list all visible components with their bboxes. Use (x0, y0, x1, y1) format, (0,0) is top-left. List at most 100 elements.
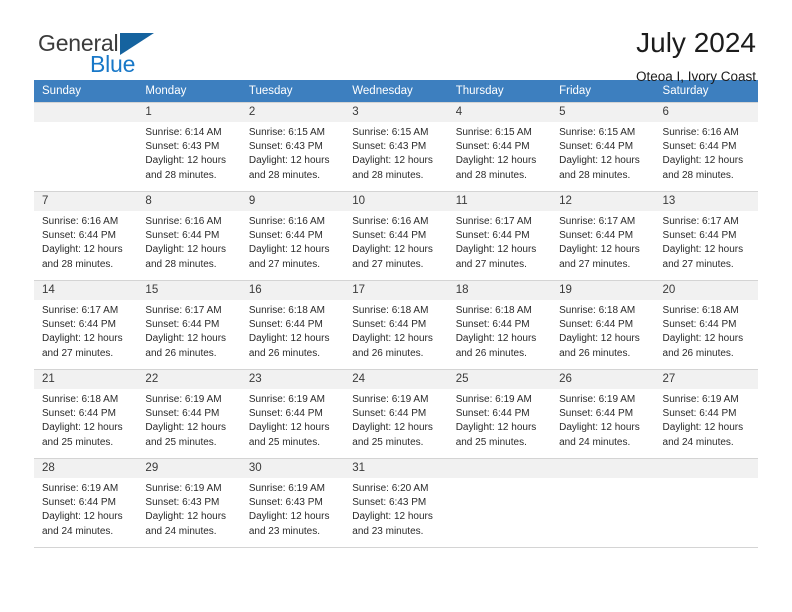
calendar-day-cell[interactable]: 24 Sunrise: 6:19 AM Sunset: 6:44 PM Dayligh… (344, 369, 448, 459)
day-details: Sunrise: 6:16 AM Sunset: 6:44 PM Daylight:… (34, 211, 137, 272)
calendar-day-cell[interactable]: 30 Sunrise: 6:19 AM Sunset: 6:43 PM Dayligh… (240, 458, 345, 548)
day-details: Sunrise: 6:19 AM Sunset: 6:43 PM Daylight:… (241, 478, 344, 539)
page-header: General Blue July 2024 Oteoa I, Ivory Co… (34, 0, 758, 85)
day-daylight2-text: and 26 minutes. (248, 347, 321, 359)
day-sunset-text: Sunset: 6:44 PM (248, 230, 323, 242)
day-daylight2-text: and 26 minutes. (352, 347, 424, 359)
day-number: 3 (344, 103, 448, 122)
day-number (447, 459, 552, 478)
calendar-day-cell[interactable]: 20 Sunrise: 6:18 AM Sunset: 6:44 PM Dayligh… (654, 280, 758, 370)
day-daylight2-text: and 24 minutes. (662, 436, 734, 448)
day-daylight2-text: and 28 minutes. (248, 169, 321, 181)
day-daylight1-text: Daylight: 12 hours (248, 155, 330, 167)
day-sunrise-text: Sunrise: 6:19 AM (559, 394, 636, 405)
calendar-day-cell[interactable]: 31 Sunrise: 6:20 AM Sunset: 6:43 PM Dayligh… (344, 458, 448, 548)
day-daylight1-text: Daylight: 12 hours (559, 155, 640, 167)
day-details: Sunrise: 6:20 AM Sunset: 6:43 PM Daylight:… (344, 478, 447, 539)
day-details: Sunrise: 6:17 AM Sunset: 6:44 PM Daylight:… (655, 211, 758, 272)
calendar-day-cell[interactable]: 12 Sunrise: 6:17 AM Sunset: 6:44 PM Dayligh… (551, 191, 655, 281)
day-details: Sunrise: 6:18 AM Sunset: 6:44 PM Daylight:… (344, 300, 447, 361)
day-daylight1-text: Daylight: 12 hours (662, 422, 744, 434)
calendar-day-cell[interactable]: 4 Sunrise: 6:15 AM Sunset: 6:44 PM Daylight… (447, 102, 552, 192)
day-daylight2-text: and 26 minutes. (559, 347, 631, 359)
day-details: Sunrise: 6:14 AM Sunset: 6:43 PM Daylight:… (137, 122, 240, 183)
day-daylight2-text: and 27 minutes. (248, 258, 321, 270)
calendar-day-cell[interactable]: 1 Sunrise: 6:14 AM Sunset: 6:43 PM Daylight… (137, 102, 241, 192)
calendar-body: 1 Sunrise: 6:14 AM Sunset: 6:43 PM Daylight… (34, 102, 758, 548)
day-daylight2-text: and 23 minutes. (352, 525, 424, 537)
day-daylight1-text: Daylight: 12 hours (559, 333, 640, 345)
calendar-day-cell[interactable]: 8 Sunrise: 6:16 AM Sunset: 6:44 PM Daylight… (137, 191, 241, 281)
calendar-day-cell[interactable]: 18 Sunrise: 6:18 AM Sunset: 6:44 PM Dayligh… (447, 280, 552, 370)
day-sunset-text: Sunset: 6:44 PM (42, 319, 116, 331)
day-details: Sunrise: 6:15 AM Sunset: 6:43 PM Daylight:… (241, 122, 344, 183)
day-sunrise-text: Sunrise: 6:17 AM (145, 305, 222, 316)
calendar-day-cell[interactable]: 27 Sunrise: 6:19 AM Sunset: 6:44 PM Dayligh… (654, 369, 758, 459)
day-details: Sunrise: 6:19 AM Sunset: 6:43 PM Daylight:… (137, 478, 240, 539)
calendar-day-cell[interactable]: 26 Sunrise: 6:19 AM Sunset: 6:44 PM Dayligh… (551, 369, 655, 459)
day-number: 14 (34, 281, 138, 300)
day-number: 11 (447, 192, 552, 211)
day-sunset-text: Sunset: 6:44 PM (662, 141, 737, 153)
calendar-day-cell[interactable]: 9 Sunrise: 6:16 AM Sunset: 6:44 PM Daylight… (240, 191, 345, 281)
day-number: 16 (240, 281, 345, 300)
day-details: Sunrise: 6:19 AM Sunset: 6:44 PM Daylight:… (137, 389, 240, 450)
calendar-day-cell[interactable]: 11 Sunrise: 6:17 AM Sunset: 6:44 PM Dayligh… (447, 191, 552, 281)
day-daylight2-text: and 28 minutes. (662, 169, 734, 181)
calendar-week-row: 14 Sunrise: 6:17 AM Sunset: 6:44 PM Dayligh… (34, 280, 758, 370)
calendar-day-cell[interactable]: 28 Sunrise: 6:19 AM Sunset: 6:44 PM Dayligh… (34, 458, 138, 548)
day-daylight1-text: Daylight: 12 hours (42, 333, 123, 345)
calendar-day-cell[interactable]: 5 Sunrise: 6:15 AM Sunset: 6:44 PM Daylight… (551, 102, 655, 192)
day-daylight1-text: Daylight: 12 hours (352, 422, 433, 434)
day-daylight2-text: and 25 minutes. (42, 436, 114, 448)
day-daylight1-text: Daylight: 12 hours (248, 422, 330, 434)
calendar-day-cell[interactable]: 19 Sunrise: 6:18 AM Sunset: 6:44 PM Dayligh… (551, 280, 655, 370)
weekday-header-saturday: Saturday (654, 80, 758, 103)
day-number: 30 (240, 459, 345, 478)
day-number: 5 (551, 103, 655, 122)
day-daylight2-text: and 28 minutes. (145, 169, 217, 181)
day-sunrise-text: Sunrise: 6:14 AM (145, 127, 222, 138)
calendar-day-cell[interactable]: 25 Sunrise: 6:19 AM Sunset: 6:44 PM Dayligh… (447, 369, 552, 459)
day-number: 9 (240, 192, 345, 211)
calendar-day-cell[interactable]: 29 Sunrise: 6:19 AM Sunset: 6:43 PM Dayligh… (137, 458, 241, 548)
calendar-day-cell[interactable]: 6 Sunrise: 6:16 AM Sunset: 6:44 PM Daylight… (654, 102, 758, 192)
day-daylight2-text: and 25 minutes. (248, 436, 321, 448)
day-sunset-text: Sunset: 6:44 PM (455, 408, 530, 420)
calendar-day-cell[interactable]: 3 Sunrise: 6:15 AM Sunset: 6:43 PM Daylight… (344, 102, 448, 192)
day-daylight1-text: Daylight: 12 hours (42, 511, 123, 523)
calendar-day-cell[interactable]: 23 Sunrise: 6:19 AM Sunset: 6:44 PM Dayligh… (240, 369, 345, 459)
day-number: 17 (344, 281, 448, 300)
calendar-day-cell[interactable]: 7 Sunrise: 6:16 AM Sunset: 6:44 PM Daylight… (34, 191, 138, 281)
day-details: Sunrise: 6:18 AM Sunset: 6:44 PM Daylight:… (448, 300, 551, 361)
day-sunset-text: Sunset: 6:44 PM (559, 230, 634, 242)
calendar-day-cell[interactable]: 22 Sunrise: 6:19 AM Sunset: 6:44 PM Dayligh… (137, 369, 241, 459)
day-details: Sunrise: 6:16 AM Sunset: 6:44 PM Daylight:… (137, 211, 240, 272)
day-sunrise-text: Sunrise: 6:17 AM (42, 305, 119, 316)
calendar-day-cell[interactable]: 14 Sunrise: 6:17 AM Sunset: 6:44 PM Dayligh… (34, 280, 138, 370)
calendar-day-cell[interactable]: 2 Sunrise: 6:15 AM Sunset: 6:43 PM Daylight… (240, 102, 345, 192)
day-daylight2-text: and 26 minutes. (662, 347, 734, 359)
day-daylight1-text: Daylight: 12 hours (42, 244, 123, 256)
calendar-day-cell[interactable]: 15 Sunrise: 6:17 AM Sunset: 6:44 PM Dayligh… (137, 280, 241, 370)
day-number (654, 459, 758, 478)
calendar-day-cell[interactable]: 21 Sunrise: 6:18 AM Sunset: 6:44 PM Dayligh… (34, 369, 138, 459)
day-number: 25 (447, 370, 552, 389)
calendar-cell-empty (551, 458, 655, 548)
general-blue-logo: General Blue (34, 28, 164, 80)
day-number: 28 (34, 459, 138, 478)
day-number (34, 103, 138, 122)
calendar-day-cell[interactable]: 13 Sunrise: 6:17 AM Sunset: 6:44 PM Dayligh… (654, 191, 758, 281)
calendar-day-cell[interactable]: 10 Sunrise: 6:16 AM Sunset: 6:44 PM Dayligh… (344, 191, 448, 281)
day-sunset-text: Sunset: 6:44 PM (42, 230, 116, 242)
calendar-day-cell[interactable]: 16 Sunrise: 6:18 AM Sunset: 6:44 PM Dayligh… (240, 280, 345, 370)
day-number: 29 (137, 459, 241, 478)
day-daylight2-text: and 25 minutes. (455, 436, 527, 448)
calendar-cell-empty (447, 458, 552, 548)
day-sunset-text: Sunset: 6:44 PM (248, 408, 323, 420)
day-number: 31 (344, 459, 448, 478)
calendar-day-cell[interactable]: 17 Sunrise: 6:18 AM Sunset: 6:44 PM Dayligh… (344, 280, 448, 370)
day-sunrise-text: Sunrise: 6:16 AM (662, 127, 739, 138)
day-sunset-text: Sunset: 6:44 PM (145, 319, 220, 331)
